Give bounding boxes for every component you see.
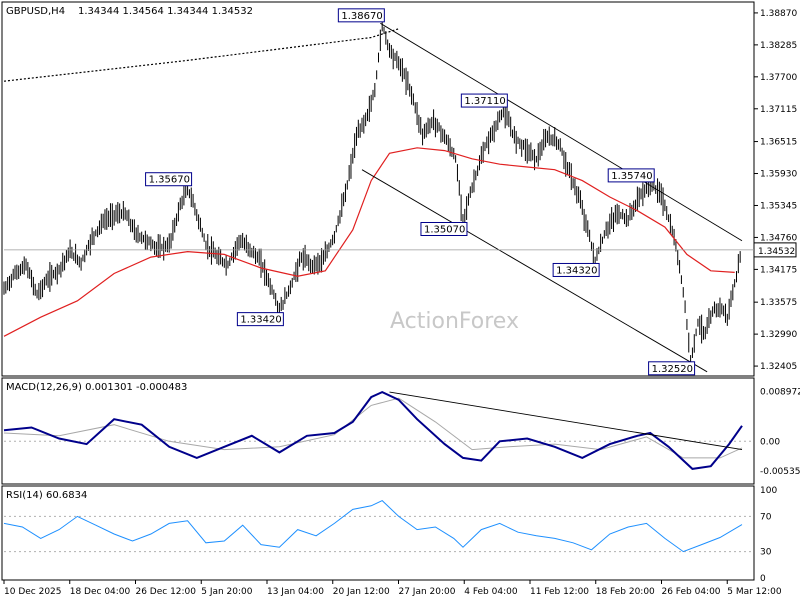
level-label: 1.32520 (652, 364, 693, 375)
time-axis: 10 Dec 2025 18 Dec 04:00 26 Dec 12:00 5 Jan… (3, 580, 782, 597)
rsi-line (3, 500, 743, 553)
price-tick-label: 1.34175 (760, 265, 797, 275)
macd-axis: 0.008972 0.00 -0.005356 (760, 388, 800, 477)
macd-trendline (389, 391, 743, 451)
level-label: 1.35070 (424, 224, 465, 235)
level-label-box (552, 262, 600, 277)
time-tick-label: 10 Dec 2025 (4, 587, 62, 597)
time-tick-label: 5 Jan 20:00 (201, 587, 253, 597)
time-tick-label: 26 Dec 12:00 (135, 587, 196, 597)
price-tick-label: 1.38870 (760, 9, 797, 19)
rsi-tick-label: 0 (760, 574, 766, 584)
rsi-tick-label: 70 (760, 512, 772, 522)
time-tick-label: 5 Mar 12:00 (727, 587, 782, 597)
price-tick-label: 1.36515 (760, 138, 797, 148)
level-label: 1.38670 (341, 11, 382, 22)
level-label-box (337, 8, 385, 23)
channel-line (380, 22, 743, 242)
macd-plot (3, 390, 754, 470)
level-label-box (607, 168, 655, 183)
macd-tick-label: 0.008972 (760, 388, 800, 398)
price-tick-label: 1.37115 (760, 105, 797, 115)
channel-line (361, 169, 708, 373)
level-label: 1.35670 (149, 175, 190, 186)
ma-red-line (3, 147, 735, 337)
price-tick-label: 1.35345 (760, 201, 797, 211)
watermark: ActionForex (390, 309, 519, 334)
symbol-label: GBPUSD,H4 (6, 6, 65, 17)
time-tick-label: 27 Jan 20:00 (398, 587, 455, 597)
rsi-plot (3, 500, 754, 553)
macd-label: MACD(12,26,9) 0.001301 -0.000483 (6, 382, 187, 393)
time-tick-label: 18 Dec 04:00 (70, 587, 131, 597)
rsi-panel (1, 485, 755, 581)
price-tick-label: 1.32990 (760, 330, 797, 340)
ohlc-values: 1.34344 1.34564 1.34344 1.34532 (78, 6, 253, 17)
level-label-box (460, 93, 508, 108)
time-tick-label: 4 Feb 04:00 (464, 587, 518, 597)
price-tick-label: 1.37700 (760, 73, 797, 83)
rsi-tick-label: 30 (760, 548, 772, 558)
price-tick-label: 1.35930 (760, 170, 797, 180)
time-tick-label: 11 Feb 12:00 (530, 587, 589, 597)
level-label: 1.34320 (556, 265, 597, 276)
time-tick-label: 26 Feb 04:00 (661, 587, 720, 597)
rsi-tick-label: 100 (760, 486, 777, 496)
price-tick-label: 1.33575 (760, 298, 797, 308)
time-tick-label: 20 Jan 12:00 (333, 587, 390, 597)
level-label-box (145, 172, 193, 187)
level-label: 1.37110 (464, 96, 505, 107)
rsi-axis: 100 70 30 0 (760, 486, 777, 584)
level-label: 1.35740 (611, 171, 652, 182)
level-label: 1.33420 (240, 315, 281, 326)
level-label-box (236, 312, 284, 327)
time-tick-label: 13 Jan 04:00 (267, 587, 324, 597)
level-label-box (420, 221, 468, 236)
price-tick-label: 1.34760 (760, 233, 797, 243)
price-panel (1, 1, 755, 377)
macd-tick-label: 0.00 (760, 437, 780, 447)
macd-tick-label: -0.005356 (760, 467, 800, 477)
price-tick-label: 1.32405 (760, 362, 797, 372)
price-axis: 1.38870 1.38285 1.37700 1.37115 1.36515 1.359… (753, 9, 797, 372)
ma-dotted-line (3, 28, 399, 82)
rsi-label: RSI(14) 60.6834 (6, 490, 87, 501)
time-tick-label: 18 Feb 20:00 (596, 587, 655, 597)
level-label-box (648, 361, 696, 376)
price-tick-label: 1.38285 (760, 41, 797, 51)
last-price-label: 1.34532 (758, 247, 795, 257)
price-plot: 1.38670 1.37110 1.35670 1.35740 1.35070 1.343… (3, 8, 754, 376)
